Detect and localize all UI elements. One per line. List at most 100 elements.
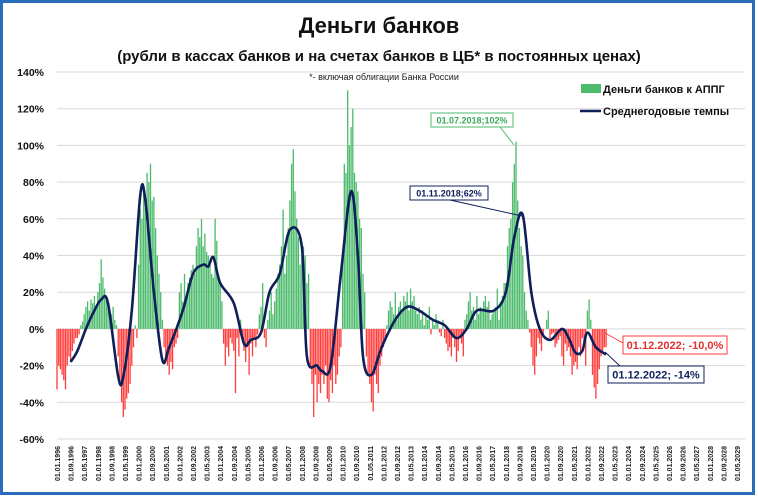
bar bbox=[355, 182, 357, 329]
bar bbox=[535, 328, 538, 357]
bar bbox=[59, 328, 62, 370]
bar bbox=[398, 306, 400, 329]
bar bbox=[408, 310, 410, 329]
bar bbox=[489, 319, 492, 329]
bar bbox=[374, 328, 376, 375]
bar bbox=[540, 328, 543, 351]
bar bbox=[160, 292, 162, 329]
bar bbox=[413, 295, 415, 329]
bar bbox=[457, 328, 459, 351]
bar bbox=[596, 328, 599, 384]
annotation-leader bbox=[604, 351, 621, 367]
bar bbox=[214, 218, 216, 329]
bar bbox=[430, 328, 432, 335]
bar bbox=[313, 328, 315, 417]
bar bbox=[187, 283, 189, 329]
bar bbox=[61, 328, 63, 375]
x-tick-label: 01.01.2024 bbox=[626, 446, 633, 481]
legend: Деньги банков к АППГ Среднегодовые темпы bbox=[580, 84, 729, 118]
bar bbox=[437, 323, 439, 329]
legend-label-line: Среднегодовые темпы bbox=[603, 106, 729, 118]
bar bbox=[117, 328, 119, 357]
bar bbox=[467, 301, 470, 329]
bar bbox=[76, 328, 79, 339]
bar bbox=[336, 328, 339, 375]
bar bbox=[154, 227, 157, 329]
bar bbox=[411, 301, 413, 329]
bar bbox=[404, 301, 407, 329]
bar bbox=[202, 246, 204, 329]
bar bbox=[545, 319, 548, 329]
x-tick-label: 01.09.2020 bbox=[558, 446, 565, 481]
bar bbox=[432, 319, 434, 329]
annotation-box bbox=[409, 185, 489, 201]
bar bbox=[552, 328, 555, 333]
bar bbox=[561, 328, 563, 357]
bar bbox=[443, 328, 446, 339]
bar bbox=[83, 314, 85, 329]
bar bbox=[136, 328, 138, 339]
bar bbox=[576, 328, 578, 370]
bar bbox=[119, 328, 121, 384]
legend-swatch-bars bbox=[581, 84, 601, 93]
x-tick-label: 01.09.2000 bbox=[150, 446, 157, 481]
bar bbox=[221, 301, 223, 329]
bar bbox=[246, 328, 249, 348]
bar bbox=[137, 264, 140, 329]
x-tick-label: 01.09.2022 bbox=[599, 446, 606, 481]
bar bbox=[401, 310, 403, 329]
x-tick-label: 01.01.2006 bbox=[259, 446, 266, 481]
bar bbox=[231, 328, 233, 344]
bar bbox=[143, 185, 145, 329]
bar bbox=[350, 127, 352, 329]
bar bbox=[360, 227, 362, 329]
bar bbox=[415, 310, 417, 329]
bar bbox=[425, 314, 427, 329]
x-tick-label: 01.09.1998 bbox=[109, 446, 116, 481]
bar bbox=[66, 328, 68, 366]
bar bbox=[367, 328, 369, 375]
bar bbox=[323, 328, 325, 384]
bar bbox=[131, 328, 133, 366]
bar bbox=[450, 328, 453, 357]
bar bbox=[445, 328, 447, 344]
bar bbox=[296, 218, 298, 329]
bar bbox=[591, 328, 594, 375]
bar bbox=[605, 328, 607, 348]
bar bbox=[525, 310, 527, 329]
x-tick-label: 01.01.2020 bbox=[545, 446, 552, 481]
bar bbox=[518, 227, 521, 329]
bar bbox=[528, 328, 531, 333]
bar bbox=[472, 306, 475, 329]
bar bbox=[105, 295, 107, 329]
bar bbox=[56, 328, 58, 390]
bar bbox=[603, 328, 606, 348]
bar bbox=[484, 295, 487, 329]
bar bbox=[324, 328, 327, 366]
y-tick-label: 100% bbox=[17, 140, 45, 152]
bar bbox=[212, 277, 215, 329]
bar bbox=[173, 328, 175, 348]
annotation-line-peak: 01.11.2018;62% bbox=[416, 189, 482, 199]
bar bbox=[593, 328, 595, 388]
y-tick-label: 140% bbox=[17, 67, 45, 79]
x-tick-label: 01.01.2016 bbox=[463, 446, 470, 481]
x-tick-label: 01.01.2014 bbox=[422, 446, 429, 481]
bar bbox=[180, 283, 182, 329]
x-tick-label: 01.05.2001 bbox=[164, 446, 171, 481]
line-series-average bbox=[69, 183, 607, 387]
bar bbox=[341, 255, 344, 329]
bar bbox=[386, 325, 388, 329]
bar bbox=[258, 314, 260, 329]
x-tick-label: 01.01.2000 bbox=[137, 446, 144, 481]
bar bbox=[523, 292, 526, 329]
x-tick-label: 01.09.2006 bbox=[273, 446, 280, 481]
bar bbox=[348, 145, 351, 329]
bar bbox=[90, 299, 92, 329]
bar bbox=[205, 251, 208, 329]
bar bbox=[199, 237, 201, 329]
bar bbox=[222, 328, 225, 344]
bar bbox=[530, 328, 532, 348]
bar bbox=[501, 295, 504, 329]
